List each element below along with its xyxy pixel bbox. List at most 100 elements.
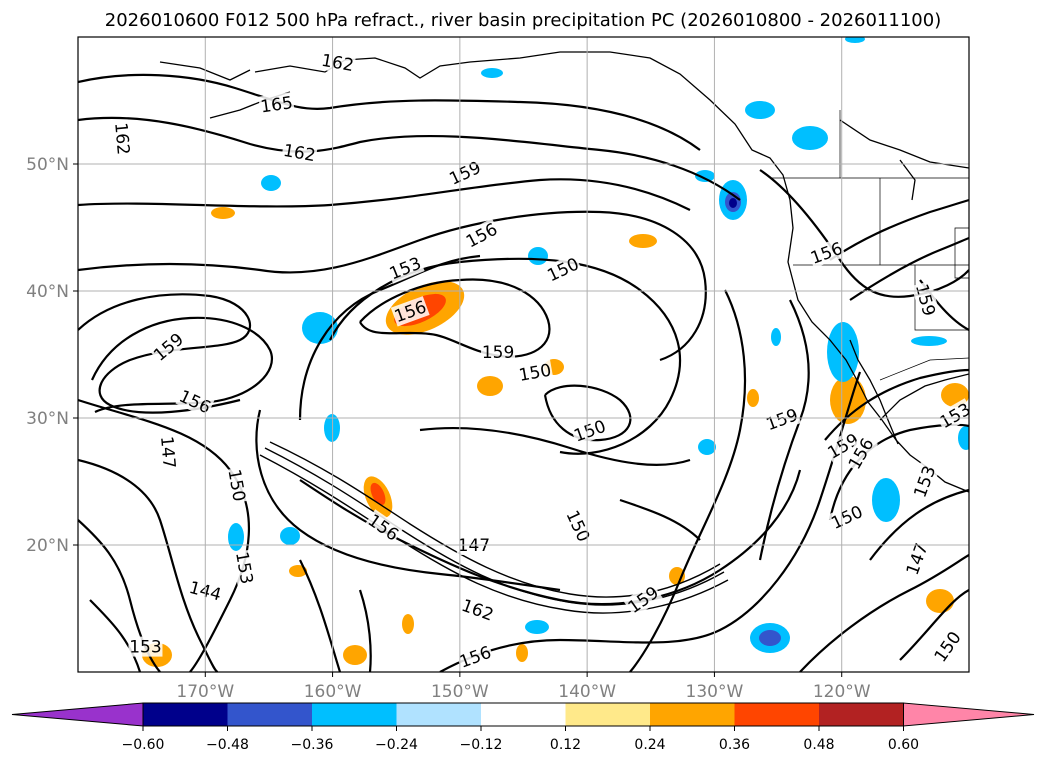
graticule: [73, 37, 969, 677]
colorbar-cell: [819, 703, 904, 726]
colorbar-tick-label: −0.48: [206, 737, 249, 753]
contour-label-halo: [455, 641, 495, 672]
contour-label-halo: [909, 462, 940, 501]
contour-label-halo: [901, 539, 933, 579]
contour-label-group: 159: [481, 341, 516, 363]
contour-label-halo: [843, 433, 878, 474]
lat-tick-label: 20°N: [26, 536, 69, 556]
precip-negative-region: [280, 527, 300, 545]
contour-label-halo: [390, 296, 430, 327]
contour-label-group: 165: [258, 92, 295, 117]
colorbar-cell: [396, 703, 481, 726]
contour-label-group: 147: [156, 434, 180, 471]
contour-label-halo: [929, 626, 966, 667]
contour-label-halo: [570, 415, 610, 446]
colorbar-tick-label: −0.24: [375, 737, 418, 753]
contour-label: 147: [156, 435, 179, 469]
contour-label-halo: [224, 466, 250, 504]
longitude-labels: 170°W 160°W 150°W 140°W 130°W 120°W: [176, 682, 870, 702]
contour-label: 159: [482, 343, 514, 363]
contour-label-halo: [516, 359, 554, 386]
precip-positive-region: [747, 389, 759, 407]
contour-label-halo: [156, 434, 180, 471]
contour-label-halo: [623, 581, 663, 618]
precip-negative-region: [481, 68, 503, 78]
lat-tick-label: 40°N: [26, 282, 69, 302]
contour-label-halo: [911, 280, 940, 319]
contour-label-halo: [231, 549, 258, 587]
lat-tick-label: 50°N: [26, 155, 69, 175]
lon-tick-label: 130°W: [686, 682, 744, 702]
contour-label-halo: [762, 404, 802, 435]
contour-label-halo: [481, 341, 516, 362]
precip-positive-region: [926, 589, 954, 613]
lon-tick-label: 120°W: [813, 682, 871, 702]
precip-positive-region: [629, 234, 657, 248]
contour-label-group: 150: [223, 466, 250, 504]
precip-positive-region: [289, 565, 307, 577]
colorbar-tick-label: −0.12: [460, 737, 503, 753]
colorbar-tick-label: 0.36: [719, 737, 750, 753]
contour-label-halo: [561, 506, 595, 546]
precip-negative-region: [958, 426, 969, 450]
precip-negative-region: [324, 414, 340, 442]
precip-positive-region: [516, 644, 528, 662]
precip-positive-region: [477, 376, 503, 396]
lon-tick-label: 170°W: [176, 682, 234, 702]
colorbar-tick-label: 0.12: [550, 737, 581, 753]
contour-label-group: 153: [231, 549, 258, 587]
colorbar-cell: [734, 703, 819, 726]
contour-label-halo: [823, 428, 863, 464]
contour-label-halo: [827, 500, 867, 534]
lat-tick-label: 30°N: [26, 409, 69, 429]
contour-label-halo: [807, 237, 846, 269]
contour-label-halo: [319, 49, 357, 76]
precip-negative-region: [261, 175, 281, 191]
colorbar-frame: [142, 702, 904, 727]
colorbar-cell: [143, 703, 228, 726]
colorbar-extend-low: [11, 702, 144, 727]
contour-label: 153: [129, 638, 161, 658]
contour-label-halo: [111, 120, 134, 157]
colorbar-cell: [565, 703, 650, 726]
precip-positive-region: [402, 614, 414, 634]
lon-tick-label: 160°W: [304, 682, 362, 702]
precip-negative-region: [792, 126, 828, 150]
figure-title: 2026010600 F012 500 hPa refract., river …: [105, 10, 941, 31]
contour-label-halo: [385, 252, 425, 284]
precip-negative-region: [745, 101, 775, 119]
colorbar-tick-label: −0.36: [291, 737, 334, 753]
precip-negative-region: [771, 328, 781, 346]
precip-negative-region: [827, 322, 859, 382]
colorbar-cell: [312, 703, 397, 726]
contour-label-halo: [128, 636, 163, 657]
contour-label-group: 153: [128, 636, 163, 658]
contour-label: 147: [458, 536, 490, 556]
contour-label-halo: [458, 594, 498, 625]
colorbar-cell: [227, 703, 312, 726]
contour-label: 162: [110, 122, 133, 156]
precip-negative-region: [698, 439, 716, 455]
colorbar-tick-label: 0.24: [634, 737, 665, 753]
contour-label-halo: [461, 218, 502, 252]
precip-positive-region: [370, 482, 386, 506]
precip-positive-region: [211, 207, 235, 219]
precip-positive-region: [830, 376, 866, 424]
colorbar-tick-label: −0.60: [122, 737, 165, 753]
lon-tick-label: 150°W: [431, 682, 489, 702]
precip-negative-region: [525, 620, 549, 634]
precip-negative-region: [302, 312, 338, 344]
precip-negative-region: [729, 198, 737, 208]
contour-label-halo: [280, 139, 318, 166]
precip-negative-region: [759, 630, 781, 646]
precip-positive-region: [343, 645, 367, 665]
latitude-labels: 50°N 40°N 30°N 20°N: [26, 155, 69, 556]
precip-positive-region: [669, 567, 685, 585]
precip-negative-region: [528, 247, 548, 265]
refract-contours: [78, 73, 969, 672]
map-frame: [77, 36, 970, 673]
contour-label-group: 162: [110, 120, 134, 157]
contour-label-halo: [543, 253, 583, 286]
